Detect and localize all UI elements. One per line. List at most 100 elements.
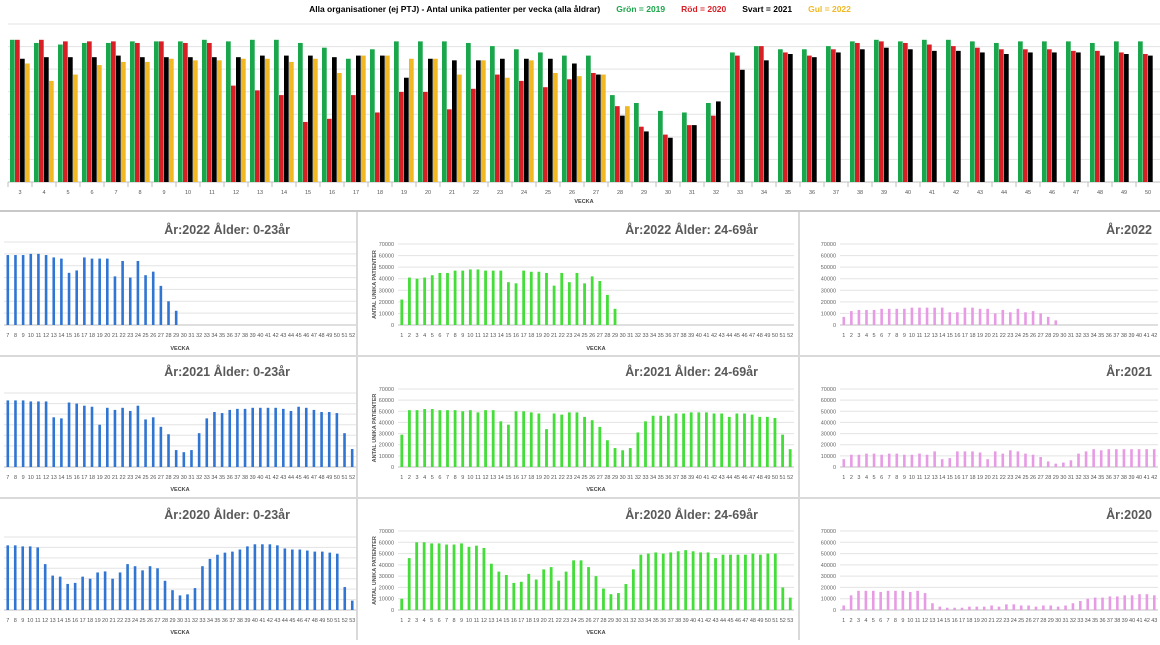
bar [754, 46, 759, 183]
bar [545, 429, 548, 467]
bar [82, 42, 87, 183]
x-tick-label: 7 [446, 475, 449, 481]
x-tick-label: 34 [1091, 475, 1097, 481]
column-separator [356, 212, 358, 640]
row-separator [0, 497, 1160, 499]
bar [96, 572, 99, 610]
x-tick-label: 8 [14, 475, 17, 481]
y-tick-label: 30000 [821, 574, 836, 580]
x-tick-label: 18 [528, 475, 534, 481]
bar [167, 434, 170, 467]
x-tick-label: 32 [196, 333, 202, 339]
bar [567, 79, 572, 182]
bar [446, 410, 449, 467]
bar [201, 566, 204, 610]
x-tick-label: 3 [18, 190, 21, 196]
x-tick-label: 6 [880, 475, 883, 481]
x-tick-label: 5 [430, 618, 433, 624]
bar [682, 413, 685, 467]
bar [910, 454, 914, 467]
bar [350, 449, 354, 467]
bar [159, 41, 164, 182]
bar [975, 47, 980, 183]
bar [1123, 595, 1127, 610]
row-separator [0, 210, 1160, 212]
bar [956, 451, 959, 467]
bar [1009, 450, 1012, 467]
x-tick-label: 26 [1030, 475, 1036, 481]
x-tick-label: 28 [1040, 618, 1046, 624]
bar [423, 409, 427, 467]
bar [466, 42, 471, 183]
x-tick-label: 31 [1068, 333, 1074, 339]
bar [98, 258, 101, 325]
bar [154, 41, 159, 182]
bar [1145, 449, 1148, 467]
x-tick-label: 1 [400, 475, 403, 481]
bar [51, 575, 54, 610]
bar [651, 415, 655, 467]
x-tick-label: 23 [563, 618, 569, 624]
bar [6, 255, 10, 325]
chart-2022-age-24-69: 0 10000 20000 30000 40000 50000 60000 70000 ANTA… [358, 212, 798, 355]
x-tick-label: 9 [903, 475, 906, 481]
x-tick-label: 47 [1073, 190, 1079, 196]
bar [151, 417, 155, 467]
bar [394, 41, 399, 182]
bar [375, 112, 380, 182]
bar [415, 410, 419, 467]
x-axis-label: VECKA [170, 630, 189, 636]
x-tick-label: 8 [453, 618, 456, 624]
bar [874, 39, 879, 182]
x-tick-label: 14 [937, 618, 943, 624]
bar [1076, 52, 1081, 182]
bar [167, 301, 170, 325]
bar [898, 41, 903, 182]
bar [659, 415, 663, 467]
bar [197, 433, 201, 467]
bar [253, 544, 257, 610]
y-tick-label: 0 [833, 608, 836, 614]
bar [452, 60, 457, 183]
bar [1019, 605, 1023, 610]
x-tick-label: 24 [135, 333, 141, 339]
x-tick-label: 47 [742, 618, 748, 624]
bar [1138, 41, 1143, 182]
bar [343, 587, 347, 610]
x-tick-label: 27 [1033, 618, 1039, 624]
x-tick-label: 3 [857, 333, 860, 339]
x-tick-label: 22 [1000, 333, 1006, 339]
bar [60, 418, 63, 467]
x-tick-label: 22 [117, 618, 123, 624]
bar [586, 55, 591, 182]
x-tick-label: 2 [850, 475, 853, 481]
x-tick-label: 26 [147, 618, 153, 624]
x-tick-label: 15 [947, 333, 953, 339]
bar [88, 578, 92, 610]
bar [1028, 52, 1033, 182]
bar [135, 42, 140, 183]
bar [842, 459, 846, 467]
x-tick-label: 6 [438, 618, 441, 624]
x-tick-label: 19 [536, 333, 542, 339]
bar [948, 458, 952, 467]
x-tick-label: 26 [569, 190, 575, 196]
bar [289, 410, 293, 467]
bar [705, 412, 708, 467]
x-tick-label: 43 [280, 333, 286, 339]
x-tick-label: 31 [188, 333, 194, 339]
x-tick-label: 24 [1011, 618, 1017, 624]
x-tick-label: 20 [985, 333, 991, 339]
x-tick-label: 32 [1075, 333, 1081, 339]
x-tick-label: 48 [757, 475, 763, 481]
chart-2022-age-70plus: 0 10000 20000 30000 40000 50000 60000 70000 1 2 3 4… [800, 212, 1160, 355]
bar [21, 400, 25, 467]
x-tick-label: 4 [42, 190, 45, 196]
bar [773, 553, 777, 610]
x-tick-label: 2 [408, 475, 411, 481]
bar [512, 582, 516, 610]
bar [220, 413, 224, 467]
x-tick-label: 23 [127, 475, 133, 481]
bar [202, 39, 207, 182]
bar [6, 545, 10, 610]
